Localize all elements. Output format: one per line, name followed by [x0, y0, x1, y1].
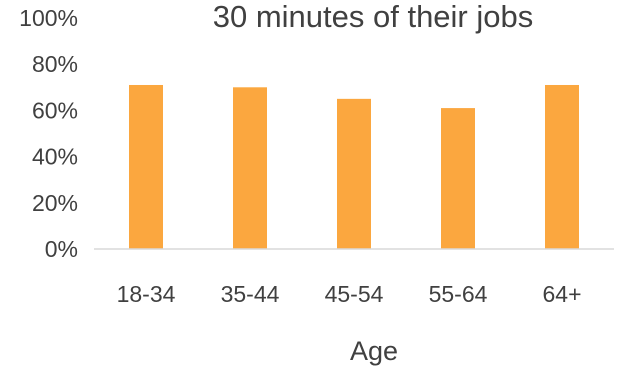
x-tick-label: 64+	[542, 281, 581, 307]
x-axis-ticks: 18-34 35-44 45-54 55-64 64+	[117, 281, 582, 307]
y-tick-label: 80%	[32, 51, 78, 77]
bar-35-44	[233, 87, 267, 249]
y-tick-label: 60%	[32, 97, 78, 123]
bar-45-54	[337, 98, 371, 249]
x-tick-label: 55-64	[429, 281, 488, 307]
y-tick-label: 0%	[45, 236, 78, 262]
y-tick-label: 100%	[19, 5, 78, 31]
y-tick-label: 20%	[32, 190, 78, 216]
y-axis-ticks: 0% 20% 40% 60% 80% 100%	[19, 5, 78, 262]
x-tick-label: 18-34	[117, 281, 176, 307]
chart-title: 30 minutes of their jobs	[213, 0, 534, 34]
bars	[129, 84, 579, 250]
x-axis-title: Age	[350, 336, 398, 366]
bar-55-64	[441, 108, 475, 249]
bar-64+	[545, 84, 579, 250]
x-tick-label: 35-44	[221, 281, 280, 307]
y-tick-label: 40%	[32, 144, 78, 170]
x-tick-label: 45-54	[325, 281, 384, 307]
bar-18-34	[129, 84, 163, 250]
